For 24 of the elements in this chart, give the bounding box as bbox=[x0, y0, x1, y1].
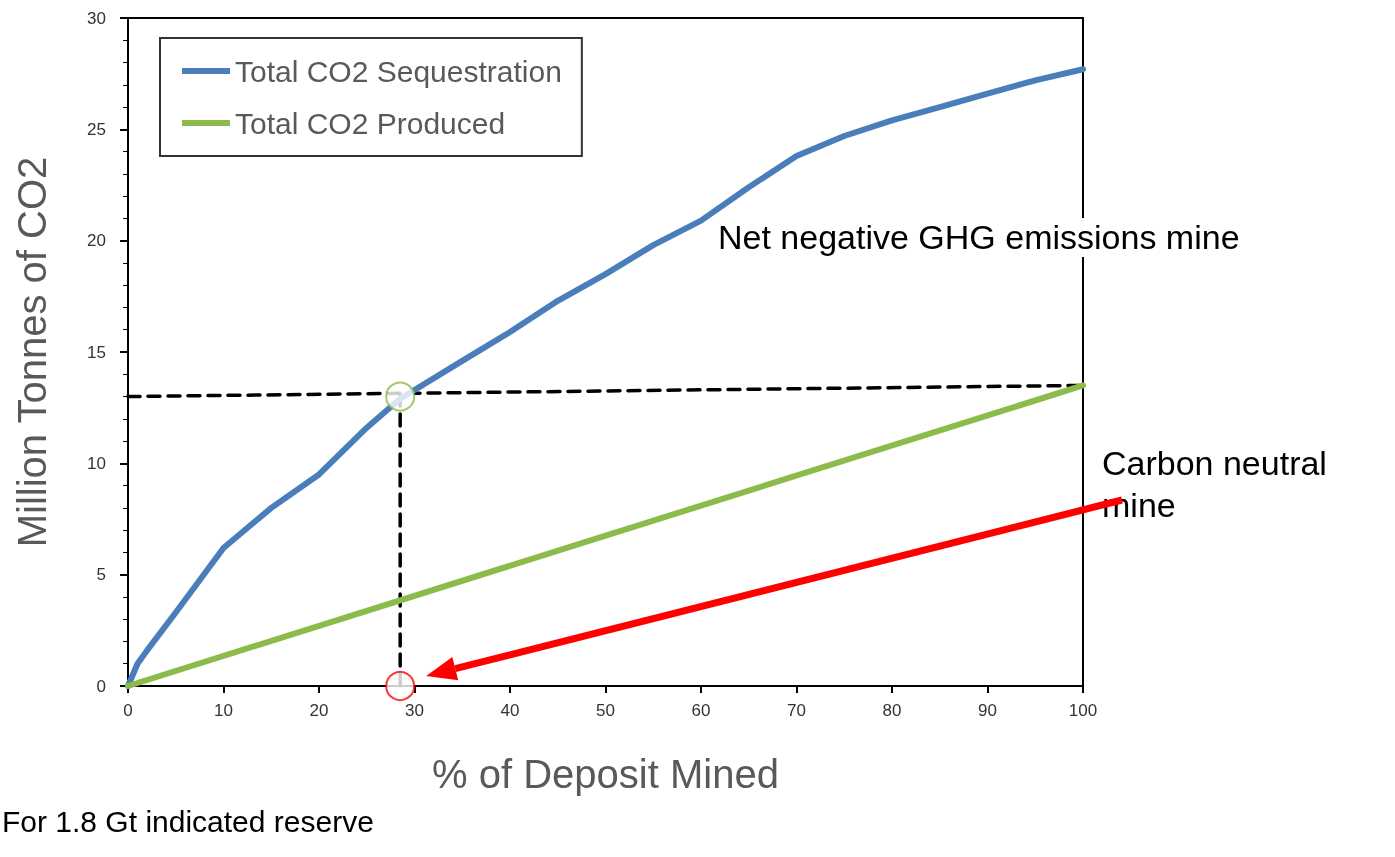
x-tick-label: 100 bbox=[1068, 701, 1098, 720]
x-tick-label: 90 bbox=[978, 701, 997, 720]
x-tick-label: 50 bbox=[596, 701, 615, 720]
y-tick-label: 20 bbox=[87, 231, 106, 251]
y-tick-label: 5 bbox=[96, 565, 106, 585]
y-tick-label: 25 bbox=[87, 119, 106, 139]
y-tick-label: 15 bbox=[87, 342, 106, 362]
x-tick-label: 80 bbox=[882, 701, 902, 720]
y-tick-label: 10 bbox=[87, 453, 106, 473]
x-tick-label: 20 bbox=[309, 701, 329, 720]
text: For 1.8 Gt indicated reserve bbox=[2, 805, 374, 839]
y-axis-title: Million Tonnes of CO2 bbox=[10, 156, 54, 548]
x-tick-label: 0 bbox=[123, 701, 133, 720]
x-tick-label: 40 bbox=[500, 701, 520, 720]
y-tick-label: 0 bbox=[96, 676, 106, 696]
x-axis-title: % of Deposit Mined bbox=[432, 752, 779, 796]
y-tick-label: 30 bbox=[87, 8, 106, 28]
legend-label: Total CO2 Sequestration bbox=[235, 54, 562, 88]
x-tick-label: 30 bbox=[405, 701, 424, 720]
x-tick-label: 60 bbox=[691, 701, 711, 720]
x-tick-label: 70 bbox=[787, 701, 806, 720]
legend-label: Total CO2 Produced bbox=[235, 106, 506, 140]
x-tick-label: 10 bbox=[214, 701, 233, 720]
annotation: Net negative GHG emissions mine bbox=[718, 218, 1240, 257]
